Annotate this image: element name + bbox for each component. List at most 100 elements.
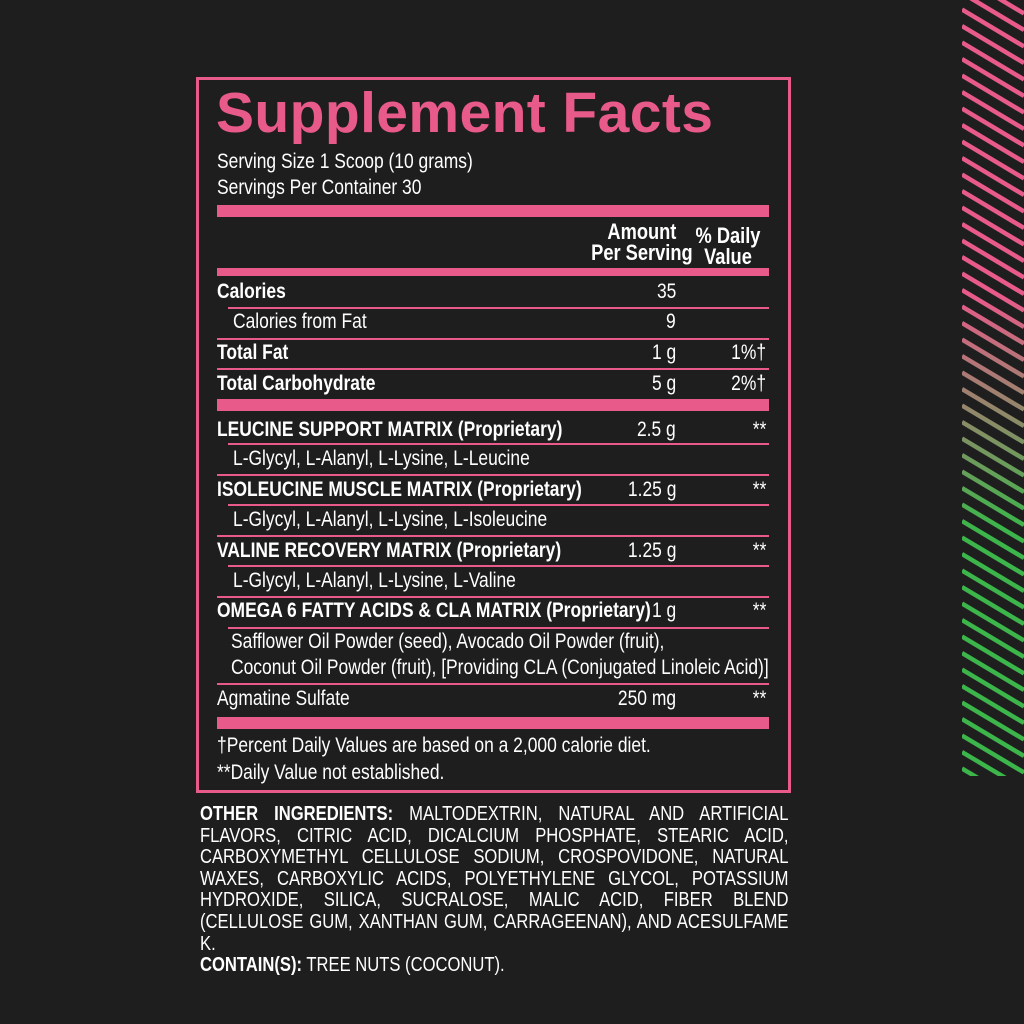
stripe-line	[962, 172, 1024, 214]
other-ingredients-text: MALTODEXTRIN, NATURAL AND ARTIFICIAL FLA…	[200, 803, 789, 955]
stripe-line	[962, 238, 1024, 280]
panel-title: Supplement Facts	[216, 81, 714, 145]
row-divider	[228, 504, 769, 506]
row-daily-value: **	[752, 418, 766, 441]
stripe-line	[996, 0, 1024, 16]
stripe-line	[962, 469, 1024, 511]
row-daily-value: **	[752, 687, 766, 710]
stripe-line	[962, 205, 1024, 247]
stripe-line	[962, 585, 1024, 626]
stripe-line	[962, 123, 1024, 164]
row-divider	[217, 535, 769, 537]
row-divider	[217, 683, 769, 685]
stripe-line	[962, 271, 1024, 313]
row-label: L-Glycyl, L-Alanyl, L-Lysine, L-Isoleuci…	[233, 508, 548, 531]
row-label: VALINE RECOVERY MATRIX (Proprietary)	[217, 539, 562, 562]
row-daily-value: 2%†	[731, 372, 766, 395]
row-amount: 1 g	[651, 341, 676, 364]
daily-value-header: % Daily Value	[695, 223, 761, 269]
stripe-line	[962, 634, 1024, 676]
stripe-line	[962, 535, 1024, 577]
row-daily-value: **	[752, 478, 766, 501]
row-label: Coconut Oil Powder (fruit), [Providing C…	[231, 656, 769, 679]
divider-thick	[217, 717, 769, 729]
stripe-line	[962, 717, 1024, 758]
stripe-line	[962, 24, 1024, 65]
stripe-line	[969, 0, 1024, 32]
row-amount: 2.5 g	[637, 418, 676, 441]
row-label: L-Glycyl, L-Alanyl, L-Lysine, L-Leucine	[233, 447, 530, 470]
stripe-line	[962, 403, 1024, 445]
stripe-line	[962, 651, 1024, 692]
row-amount: 1.25 g	[627, 478, 676, 501]
row-label: ISOLEUCINE MUSCLE MATRIX (Proprietary)	[217, 478, 582, 501]
row-amount: 250 mg	[617, 687, 676, 710]
stripe-line	[962, 255, 1024, 296]
row-label: LEUCINE SUPPORT MATRIX (Proprietary)	[217, 418, 563, 441]
row-daily-value: 1%†	[731, 341, 766, 364]
stripe-line	[962, 453, 1024, 494]
stripe-line	[962, 667, 1024, 709]
stripe-line	[962, 502, 1024, 544]
stripe-line	[962, 40, 1024, 82]
row-label: Total Fat	[217, 341, 289, 364]
stripe-line	[962, 321, 1024, 362]
serving-size: Serving Size 1 Scoop (10 grams)	[217, 150, 473, 173]
stripe-line	[962, 57, 1024, 98]
stripe-line	[962, 288, 1024, 329]
row-label: L-Glycyl, L-Alanyl, L-Lysine, L-Valine	[233, 569, 516, 592]
row-divider	[217, 474, 769, 476]
row-label: OMEGA 6 FATTY ACIDS & CLA MATRIX (Propri…	[217, 599, 651, 622]
stripe-line	[962, 90, 1024, 131]
stripe-line	[962, 733, 1024, 775]
contains-label: CONTAIN(S):	[200, 954, 303, 977]
stripe-line	[962, 601, 1024, 643]
stripe-line	[962, 519, 1024, 560]
stripe-line	[962, 552, 1024, 593]
stripe-line	[962, 139, 1024, 181]
stripe-line	[962, 156, 1024, 197]
row-label: Safflower Oil Powder (seed), Avocado Oil…	[231, 630, 665, 653]
row-amount: 1 g	[651, 599, 676, 622]
stripe-line	[962, 750, 1007, 776]
stripe-line	[962, 370, 1024, 412]
row-divider	[228, 307, 769, 309]
row-daily-value: **	[752, 539, 766, 562]
stripe-line	[962, 618, 1024, 659]
row-divider	[217, 368, 769, 370]
other-ingredients-label: OTHER INGREDIENTS:	[200, 803, 394, 825]
stripe-line	[962, 700, 1024, 742]
row-daily-value: **	[752, 599, 766, 622]
servings-per-container: Servings Per Container 30	[217, 176, 422, 199]
stripe-line	[962, 304, 1024, 346]
row-label: Calories from Fat	[233, 310, 367, 333]
divider-thick	[217, 205, 769, 217]
stripe-line	[962, 568, 1024, 610]
row-divider	[228, 565, 769, 567]
row-label: Agmatine Sulfate	[217, 687, 350, 710]
stripe-line	[962, 354, 1024, 395]
stripe-line	[962, 337, 1024, 379]
row-divider	[217, 596, 769, 598]
row-amount: 9	[666, 310, 676, 333]
stripe-line	[962, 436, 1024, 478]
stripe-line	[962, 766, 979, 776]
row-divider	[217, 338, 769, 340]
amount-header: Amount Per Serving	[591, 219, 693, 265]
row-label: Calories	[217, 280, 286, 303]
stripe-line	[962, 7, 1024, 49]
stripe-line	[962, 106, 1024, 148]
stripe-line	[962, 189, 1024, 230]
row-amount: 5 g	[651, 372, 676, 395]
row-divider	[228, 443, 769, 445]
contains-text: TREE NUTS (COCONUT).	[306, 954, 505, 977]
stripe-line	[962, 222, 1024, 263]
divider-thick	[217, 399, 769, 411]
stripe-line	[962, 684, 1024, 725]
stripe-line	[962, 387, 1024, 428]
row-label: Total Carbohydrate	[217, 372, 376, 395]
row-divider	[228, 627, 769, 629]
other-ingredients: OTHER INGREDIENTS: MALTODEXTRIN, NATURAL…	[200, 803, 789, 977]
stripe-line	[962, 486, 1024, 527]
decorative-stripes	[962, 0, 1024, 776]
